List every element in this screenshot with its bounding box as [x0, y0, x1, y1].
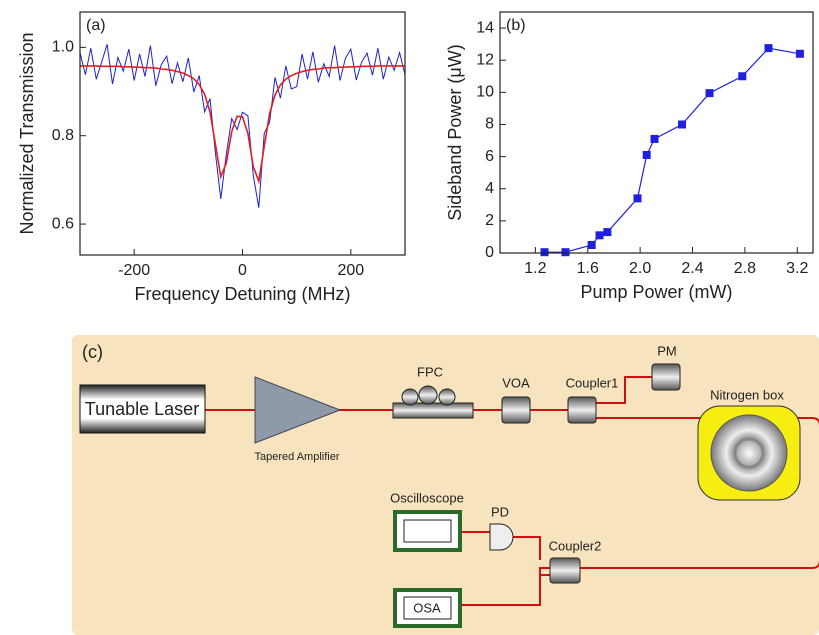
y-tick-label: 12 [476, 51, 494, 68]
amplifier [254, 376, 342, 444]
y-tick-label: 8 [485, 116, 494, 133]
series-line [79, 44, 406, 208]
marker [764, 44, 773, 53]
x-tick-label: 3.2 [786, 260, 808, 277]
fpc-paddle [438, 388, 456, 406]
laser-box [79, 384, 206, 434]
panel-label: (c) [82, 342, 103, 362]
x-tick-label: 1.6 [577, 260, 599, 277]
y-tick-label: 1.0 [52, 39, 74, 56]
charts: 0.6 0.8 1.0 -200 0 200 (a) Frequency Detuning (… [17, 11, 814, 304]
laser-label: Tunable Laser [85, 399, 199, 419]
coupler2-label: Coupler2 [549, 538, 602, 553]
x-tick-label: 0 [238, 262, 247, 279]
x-tick-label: 2.4 [681, 260, 703, 277]
panel-label: (a) [86, 17, 106, 34]
voa-label: VOA [502, 375, 530, 390]
x-axis-label: Pump Power (mW) [580, 282, 732, 302]
marker [603, 228, 612, 237]
series-line [80, 65, 405, 185]
y-axis-label: Sideband Power (μW) [445, 44, 465, 220]
x-tick-label: 1.2 [524, 260, 546, 277]
fpc [392, 402, 474, 419]
y-tick-label: 0 [485, 244, 494, 261]
microresonator [710, 414, 788, 492]
plot-frame [499, 11, 814, 254]
pd [489, 523, 514, 551]
oscilloscope-screen [403, 519, 452, 543]
y-tick-label: 4 [485, 180, 494, 197]
fpc-paddle [401, 388, 419, 406]
marker [642, 150, 651, 159]
diagram: (c) Tunable Laser Tapered Amplifier FPC … [72, 335, 819, 635]
marker [678, 120, 687, 129]
coupler2 [549, 557, 581, 584]
osa-screen [403, 596, 452, 620]
x-tick-label: 2.0 [629, 260, 651, 277]
x-tick-label: -200 [118, 262, 150, 279]
voa [501, 396, 531, 424]
osa-label: OSA [413, 600, 441, 615]
plot-frame [79, 11, 406, 256]
marker [561, 248, 570, 257]
marker [705, 89, 714, 98]
y-tick-label: 6 [485, 148, 494, 165]
series-line [544, 47, 801, 253]
coupler1 [567, 396, 597, 424]
nitrogen-label: Nitrogen box [710, 387, 784, 402]
marker [633, 194, 642, 203]
marker [540, 248, 549, 257]
fpc-label: FPC [417, 364, 443, 379]
y-axis-label: Normalized Transmission [17, 32, 37, 234]
marker [650, 134, 659, 143]
coupler1-label: Coupler1 [566, 375, 619, 390]
y-tick-label: 10 [476, 84, 494, 101]
y-tick-label: 0.6 [52, 215, 74, 232]
x-tick-label: 2.8 [734, 260, 756, 277]
microresonator-ring [733, 437, 765, 469]
x-tick-label: 200 [337, 262, 364, 279]
pm-label: PM [657, 343, 677, 358]
marker [795, 49, 804, 58]
y-tick-label: 0.8 [52, 127, 74, 144]
fibers [205, 376, 819, 606]
x-axis-label: Frequency Detuning (MHz) [134, 284, 350, 304]
y-tick-label: 2 [485, 212, 494, 229]
panel-label: (b) [506, 17, 526, 34]
amplifier-label: Tapered Amplifier [255, 451, 340, 463]
fpc-paddle [418, 385, 438, 405]
marker [738, 72, 747, 81]
pd-label: PD [491, 504, 509, 519]
y-tick-label: 14 [476, 19, 494, 36]
oscilloscope-label: Oscilloscope [390, 490, 464, 505]
marker [587, 240, 596, 249]
marker [595, 231, 604, 240]
pm [651, 363, 681, 391]
